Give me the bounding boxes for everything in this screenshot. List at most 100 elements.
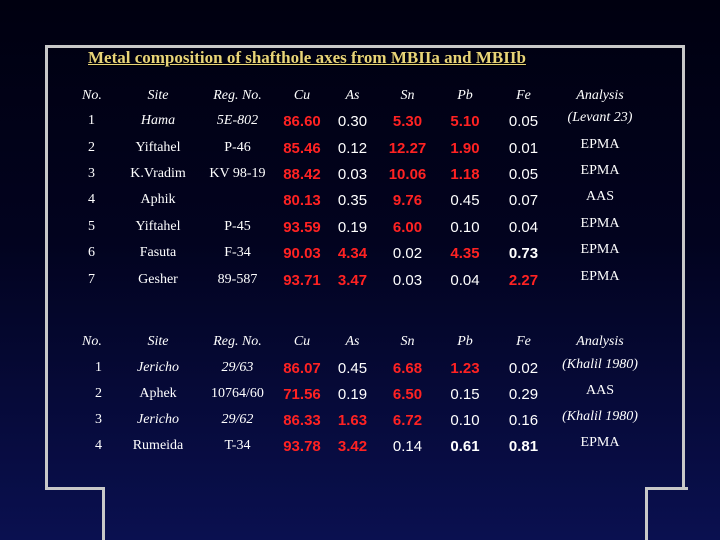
- table1-header-fe: Fe: [516, 88, 531, 103]
- table1-cell-cu: 90.03: [283, 245, 321, 262]
- table1-cell-analysis: AAS: [585, 189, 614, 204]
- table2-cell-reg: T-34: [224, 438, 251, 453]
- table2-header-as: As: [345, 334, 360, 349]
- table1-cell-analysis: (Levant 23): [567, 110, 633, 125]
- table1-header-pb: Pb: [457, 88, 473, 103]
- table1-cell-reg: P-45: [224, 219, 251, 234]
- table1-cell-cu: 88.42: [283, 166, 321, 183]
- table1-cell-pb: 0.45: [450, 192, 480, 209]
- table1-cell-as: 0.03: [337, 166, 368, 183]
- table2-cell-pb: 1.23: [450, 360, 480, 377]
- table-row: 3 Jericho 29/62 86.33 1.63 6.72 0.10 0.16 (Khali…: [0, 409, 720, 438]
- table2-cell-as: 1.63: [337, 412, 368, 429]
- table1-cell-cu: 93.59: [283, 219, 321, 236]
- table-row: 2 Aphek 10764/60 71.56 0.19 6.50 0.15 0.29 AAS: [0, 383, 720, 412]
- table2-header-cu: Cu: [293, 334, 311, 349]
- table1-cell-reg: 89-587: [217, 272, 258, 287]
- table2-cell-analysis: (Khalil 1980): [562, 357, 638, 372]
- table-row: 3 K.Vradim KV 98-19 88.42 0.03 10.06 1.18 0.05 E…: [0, 163, 720, 192]
- table1-cell-pb: 1.18: [450, 166, 480, 183]
- table2-cell-no: 4: [95, 438, 102, 453]
- table1-cell-as: 0.19: [337, 219, 368, 236]
- table2-header-reg: Reg. No.: [213, 334, 262, 349]
- table-row: 2 Yiftahel P-46 85.46 0.12 12.27 1.90 0.01 EPMA: [0, 137, 720, 166]
- table1-cell-fe: 0.05: [508, 113, 539, 130]
- table1-cell-as: 0.35: [337, 192, 368, 209]
- table2-cell-sn: 6.50: [392, 386, 423, 403]
- table2-cell-fe: 0.29: [508, 386, 539, 403]
- table1-cell-pb: 1.90: [450, 140, 480, 157]
- table2-cell-no: 2: [95, 386, 102, 401]
- table1-cell-fe: 0.07: [508, 192, 539, 209]
- table1-cell-sn: 0.02: [392, 245, 423, 262]
- table1-cell-reg: KV 98-19: [209, 166, 266, 181]
- frame-stem-right: [645, 487, 648, 540]
- table1-cell-pb: 5.10: [450, 113, 480, 130]
- table2-cell-no: 1: [95, 360, 102, 375]
- table1-cell-no: 5: [88, 219, 95, 234]
- table1-cell-site: Gesher: [138, 272, 178, 287]
- table1-cell-no: 7: [88, 272, 95, 287]
- table1-cell-reg: 5E-802: [216, 113, 259, 128]
- table1-cell-no: 4: [88, 192, 95, 207]
- table1-cell-as: 3.47: [337, 272, 368, 289]
- table1-cell-sn: 12.27: [388, 140, 427, 157]
- slide-frame: [45, 45, 685, 490]
- table1-cell-analysis: EPMA: [580, 163, 620, 178]
- table1-cell-site: Fasuta: [139, 245, 177, 260]
- table1-cell-fe: 0.04: [508, 219, 539, 236]
- table2-cell-pb: 0.15: [450, 386, 480, 403]
- table2-cell-as: 3.42: [337, 438, 368, 455]
- table1-cell-analysis: EPMA: [580, 216, 620, 231]
- table2-cell-analysis: EPMA: [580, 435, 620, 450]
- table1-cell-fe: 2.27: [508, 272, 539, 289]
- table2-header-row: No. Site Reg. No. Cu As Sn Pb Fe Analysis: [0, 334, 720, 360]
- table1-cell-as: 0.12: [337, 140, 368, 157]
- table1-cell-fe: 0.73: [508, 245, 539, 262]
- table2-cell-analysis: AAS: [585, 383, 614, 398]
- table1-cell-pb: 0.04: [450, 272, 480, 289]
- table2-cell-fe: 0.16: [508, 412, 539, 429]
- table2-cell-pb: 0.10: [450, 412, 480, 429]
- table-row: 1 Hama 5E-802 86.60 0.30 5.30 5.10 0.05 (Levant …: [0, 110, 720, 139]
- frame-stem-left: [102, 487, 105, 540]
- table1-cell-cu: 93.71: [283, 272, 321, 289]
- table1-cell-sn: 10.06: [388, 166, 427, 183]
- table2-cell-no: 3: [95, 412, 102, 427]
- table2-cell-cu: 86.07: [283, 360, 321, 377]
- table2-cell-reg: 29/63: [221, 360, 254, 375]
- table2-cell-sn: 6.72: [392, 412, 423, 429]
- table1-cell-sn: 5.30: [392, 113, 423, 130]
- table2-cell-sn: 0.14: [392, 438, 423, 455]
- table2-header-site: Site: [147, 334, 169, 349]
- table1-cell-reg: F-34: [224, 245, 251, 260]
- table1-cell-pb: 4.35: [450, 245, 480, 262]
- table1-cell-sn: 0.03: [392, 272, 423, 289]
- table1-cell-pb: 0.10: [450, 219, 480, 236]
- table1-cell-cu: 80.13: [283, 192, 321, 209]
- table1-cell-as: 4.34: [337, 245, 368, 262]
- table1-header-cu: Cu: [293, 88, 311, 103]
- table1-cell-fe: 0.01: [508, 140, 539, 157]
- table1-cell-site: Hama: [140, 113, 176, 128]
- table2-cell-site: Aphek: [139, 386, 177, 401]
- table2-cell-analysis: (Khalil 1980): [562, 409, 638, 424]
- table1-cell-as: 0.30: [337, 113, 368, 130]
- table1-cell-no: 1: [88, 113, 95, 128]
- table2-cell-cu: 86.33: [283, 412, 321, 429]
- table2-cell-cu: 93.78: [283, 438, 321, 455]
- table1-cell-analysis: EPMA: [580, 242, 620, 257]
- table2-cell-site: Jericho: [137, 360, 179, 375]
- table1-cell-no: 3: [88, 166, 95, 181]
- table1-cell-sn: 6.00: [392, 219, 423, 236]
- table-row: 7 Gesher 89-587 93.71 3.47 0.03 0.04 2.27 EPMA: [0, 269, 720, 298]
- table-row: 6 Fasuta F-34 90.03 4.34 0.02 4.35 0.73 EPMA: [0, 242, 720, 271]
- table1-cell-analysis: EPMA: [580, 137, 620, 152]
- table1-cell-reg: P-46: [224, 140, 251, 155]
- table1-header-reg: Reg. No.: [213, 88, 262, 103]
- table1-cell-site: Yiftahel: [135, 219, 181, 234]
- table1-header-analysis: Analysis: [576, 88, 624, 103]
- table2-cell-as: 0.19: [337, 386, 368, 403]
- table2-cell-as: 0.45: [337, 360, 368, 377]
- table-row: 4 Rumeida T-34 93.78 3.42 0.14 0.61 0.81 EPMA: [0, 435, 720, 464]
